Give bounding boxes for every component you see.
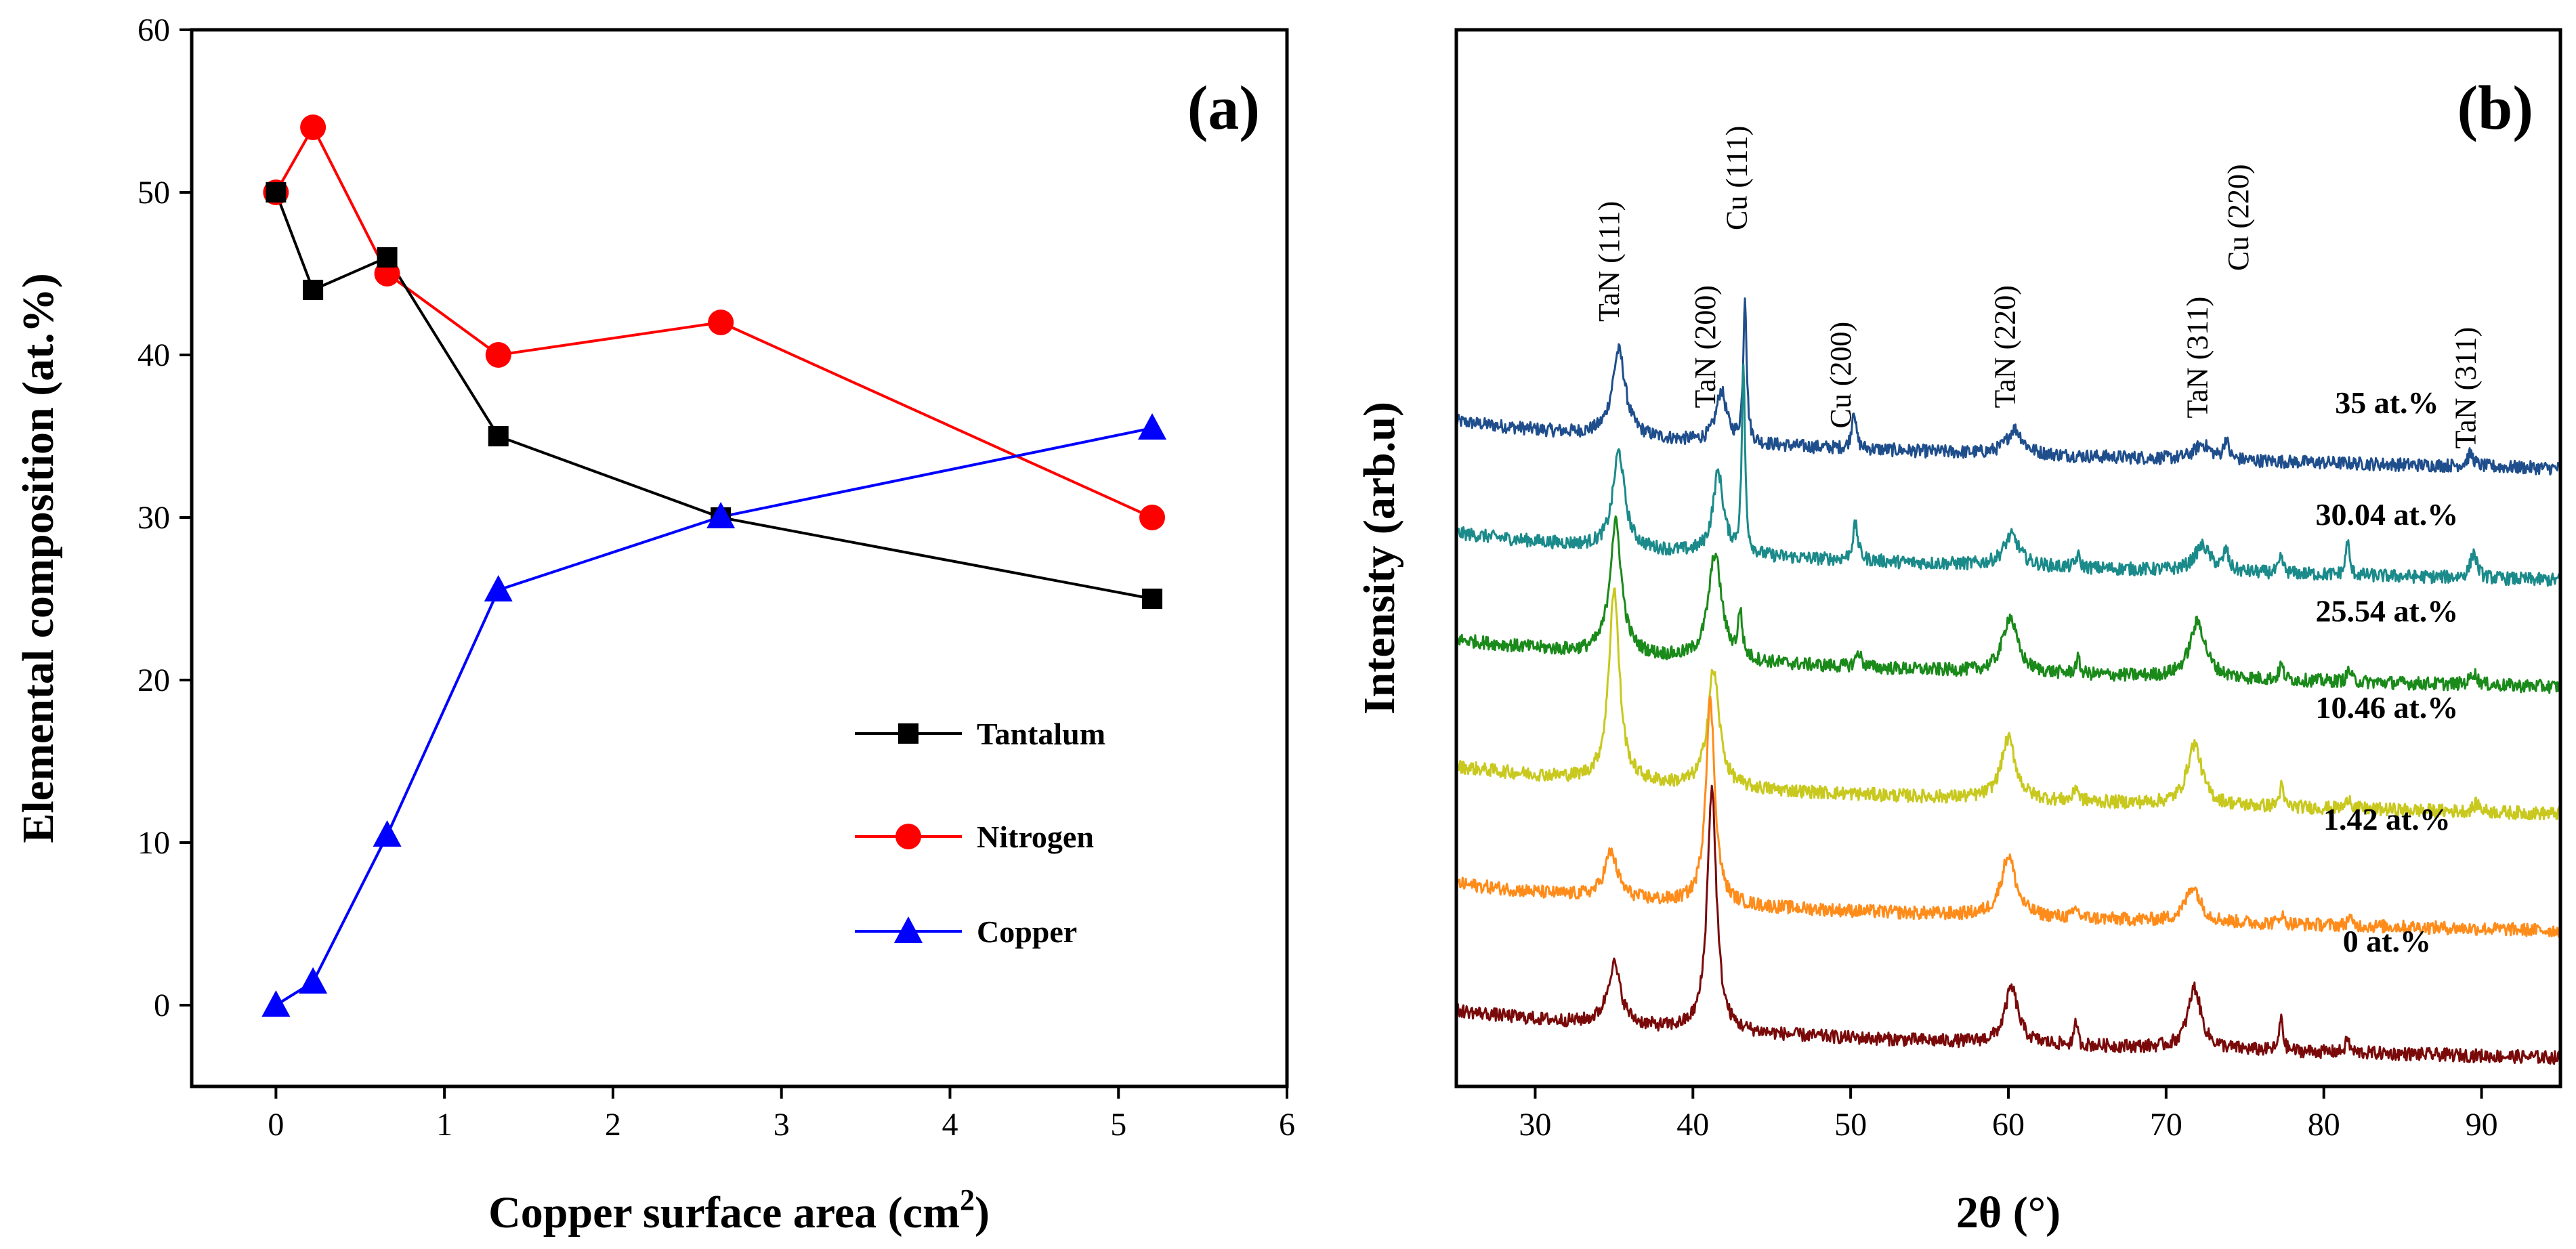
panel-a-x-tick-label-4: 4 [942, 1107, 958, 1143]
panel-a-line-tantalum [274, 192, 1153, 600]
panel-b-x-tick-label-80: 80 [2308, 1107, 2340, 1143]
panel-a-point-copper-5 [1137, 413, 1166, 440]
panel-b-peak-label-0-tan-111: TaN (111) [1592, 201, 1626, 322]
panel-a-point-copper-3 [484, 575, 513, 602]
panel-a-frame [190, 28, 1289, 1088]
panel-a-legend: Tantalum Nitrogen Copper [855, 717, 1105, 949]
panel-a-point-tantalum-0 [266, 182, 287, 203]
panel-b-pattern-10-46-at [1455, 587, 2562, 821]
panel-b-peak-label-1-tan-200: TaN (200) [1689, 285, 1722, 408]
panel-a-x-axis-label-superscript: 2 [960, 1183, 975, 1216]
panel-b-peak-label-7-tan-311: TaN (311) [2449, 327, 2482, 449]
panel-a-point-nitrogen-1 [300, 114, 326, 140]
panel-b-label: (b) [2457, 73, 2533, 142]
panel-a-y-tick-label-20: 20 [138, 662, 170, 698]
panel-b-data-layer: 35 at.% 30.04 at.% 25.54 at.% 10.46 at.% 1.4… [1455, 126, 2562, 1065]
panel-b-ticks: 30 40 50 60 70 80 90 [1519, 1086, 2498, 1143]
panel-a-x-tick-label-1: 1 [436, 1107, 452, 1143]
panel-b-y-axis-label: Intensity (arb.u) [1355, 402, 1404, 715]
panel-b-pattern-label-35-at: 35 at.% [2335, 385, 2438, 420]
panel-b-peak-label-3-cu-200: Cu (200) [1824, 322, 1857, 429]
panel-b-pattern-1-42-at [1455, 695, 2562, 938]
panel-a-point-tantalum-3 [488, 426, 509, 446]
panel-b-pattern-label-30-04-at: 30.04 at.% [2315, 497, 2458, 532]
panel-a-x-tick-label-5: 5 [1110, 1107, 1126, 1143]
panel-a-x-axis-label-tail: ) [975, 1188, 990, 1237]
panel-a-x-tick-label-0: 0 [268, 1107, 284, 1143]
panel-a-data-layer [261, 114, 1166, 1017]
panel-b-pattern-label-1-42-at: 1.42 at.% [2323, 802, 2451, 837]
panel-a-point-copper-4 [706, 502, 736, 529]
panel-a-y-tick-label-10: 10 [138, 825, 170, 861]
panel-b-peak-label-5-tan-311: TaN (311) [2180, 297, 2214, 419]
panel-b-pattern-label-10-46-at: 10.46 at.% [2315, 690, 2458, 725]
panel-b-pattern-25-54-at [1456, 515, 2562, 694]
panel-a-x-tick-label-6: 6 [1279, 1107, 1295, 1143]
panel-b-pattern-label-25-54-at: 25.54 at.% [2315, 594, 2458, 629]
panel-a-x-tick-label-2: 2 [605, 1107, 621, 1143]
panel-b-x-tick-label-90: 90 [2466, 1107, 2498, 1143]
panel-a-x-tick-label-3: 3 [774, 1107, 790, 1143]
panel-b-x-tick-label-40: 40 [1676, 1107, 1709, 1143]
panel-a-y-tick-label-0: 0 [154, 988, 170, 1023]
panel-b-x-tick-label-30: 30 [1519, 1107, 1551, 1143]
panel-b-x-tick-label-50: 50 [1834, 1107, 1867, 1143]
legend-label-copper: Copper [977, 914, 1077, 949]
legend-label-tantalum: Tantalum [977, 717, 1105, 751]
legend-label-nitrogen: Nitrogen [977, 820, 1094, 854]
panel-b-x-tick-label-70: 70 [2150, 1107, 2182, 1143]
panel-b-x-tick-label-60: 60 [1992, 1107, 2025, 1143]
panel-a-point-nitrogen-3 [485, 342, 511, 368]
panel-a-y-tick-label-40: 40 [138, 337, 170, 373]
panel-b-peak-label-4-tan-220: TaN (220) [1988, 285, 2021, 408]
panel-a-point-tantalum-1 [303, 280, 324, 300]
panel-a-point-nitrogen-4 [708, 310, 734, 335]
panel-a-x-axis-label-main: Copper surface area (cm [488, 1188, 960, 1237]
legend-marker-copper [894, 916, 923, 943]
panel-b-x-axis-label: 2θ (°) [1956, 1188, 2061, 1237]
legend-marker-nitrogen [895, 824, 921, 849]
panel-a-label: (a) [1187, 73, 1260, 142]
panel-a-y-axis-label: Elemental composition (at.%) [14, 273, 63, 843]
legend-marker-tantalum [898, 723, 919, 744]
panel-a-point-copper-2 [373, 820, 402, 847]
panel-a-point-tantalum-5 [1141, 589, 1162, 609]
panel-b-peak-label-6-cu-220: Cu (220) [2222, 164, 2255, 271]
panel-b-peak-label-2-cu-111: Cu (111) [1720, 126, 1753, 230]
panel-a-point-tantalum-2 [377, 247, 398, 268]
panel-a-point-copper-1 [299, 967, 328, 994]
panel-a-y-tick-label-30: 30 [138, 500, 170, 536]
panel-b-pattern-0-at [1455, 784, 2562, 1065]
panel-a-y-tick-label-60: 60 [138, 12, 170, 48]
panel-a-x-axis-label: Copper surface area (cm2) [488, 1183, 990, 1237]
panel-a-point-nitrogen-5 [1139, 505, 1165, 530]
panel-b: 35 at.% 30.04 at.% 25.54 at.% 10.46 at.% 1.4… [1355, 28, 2562, 1237]
panel-a-point-copper-0 [261, 990, 291, 1017]
panel-b-pattern-30-04-at [1455, 364, 2562, 587]
panel-a-y-tick-label-50: 50 [138, 175, 170, 211]
panel-b-pattern-label-0-at: 0 at.% [2343, 924, 2431, 958]
panel-b-pattern-35-at [1455, 297, 2561, 475]
